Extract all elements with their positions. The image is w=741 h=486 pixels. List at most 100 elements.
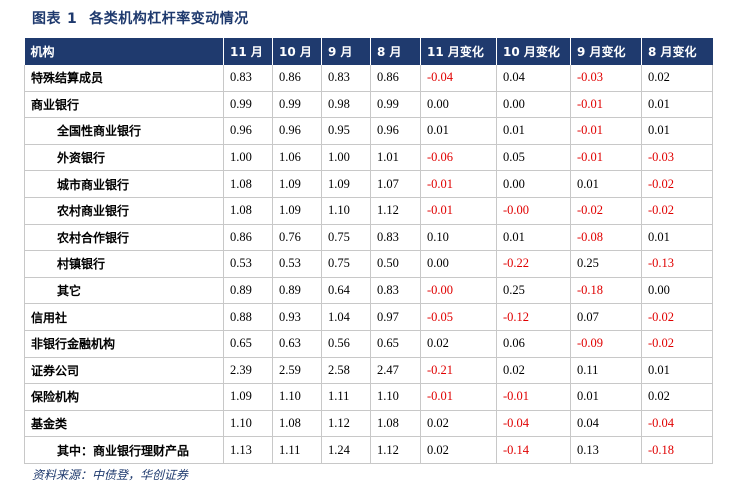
leverage-value: 1.10: [272, 383, 322, 411]
table-row: 农村商业银行 1.08 1.09 1.10 1.12 -0.01 -0.00 -0.02 -0.…: [24, 197, 713, 225]
table-row: 外资银行 1.00 1.06 1.00 1.01 -0.06 0.05 -0.01 -0.03: [24, 144, 713, 172]
column-header-institution: 机构: [24, 38, 224, 65]
institution-name: 非银行金融机构: [24, 330, 224, 358]
change-value: 0.01: [496, 117, 571, 145]
figure-title: 图表 1 各类机构杠杆率变动情况: [32, 8, 249, 28]
change-value: -0.04: [420, 65, 497, 92]
leverage-value: 0.56: [321, 330, 371, 358]
change-value: 0.00: [496, 170, 571, 198]
column-header: 8 月: [370, 38, 421, 65]
change-value: -0.18: [570, 277, 642, 305]
change-value: -0.02: [641, 197, 713, 225]
change-value: 0.02: [496, 357, 571, 385]
change-value: -0.18: [641, 436, 713, 464]
change-value: 0.05: [496, 144, 571, 172]
leverage-value: 0.65: [370, 330, 421, 358]
leverage-value: 1.00: [223, 144, 273, 172]
change-value: 0.00: [420, 91, 497, 119]
change-value: -0.01: [496, 383, 571, 411]
leverage-value: 0.53: [272, 250, 322, 278]
leverage-value: 0.93: [272, 303, 322, 331]
leverage-value: 1.09: [321, 170, 371, 198]
figure-title-text: 各类机构杠杆率变动情况: [89, 11, 249, 27]
leverage-value: 0.99: [223, 91, 273, 119]
leverage-value: 1.13: [223, 436, 273, 464]
institution-name: 基金类: [24, 410, 224, 438]
leverage-value: 1.10: [370, 383, 421, 411]
institution-name: 城市商业银行: [24, 170, 224, 198]
leverage-value: 0.89: [223, 277, 273, 305]
change-value: 0.04: [496, 65, 571, 92]
leverage-value: 1.06: [272, 144, 322, 172]
change-value: -0.02: [641, 330, 713, 358]
leverage-value: 1.04: [321, 303, 371, 331]
column-header: 9 月: [321, 38, 371, 65]
change-value: -0.12: [496, 303, 571, 331]
change-value: 0.02: [420, 436, 497, 464]
change-value: 0.06: [496, 330, 571, 358]
change-value: -0.13: [641, 250, 713, 278]
change-value: 0.00: [641, 277, 713, 305]
change-value: -0.05: [420, 303, 497, 331]
institution-name: 农村商业银行: [24, 197, 224, 225]
leverage-value: 1.10: [223, 410, 273, 438]
figure-number: 1: [67, 11, 78, 27]
change-value: 0.01: [420, 117, 497, 145]
institution-name: 全国性商业银行: [24, 117, 224, 145]
change-value: -0.22: [496, 250, 571, 278]
change-value: 0.01: [496, 224, 571, 252]
institution-name: 信用社: [24, 303, 224, 331]
change-value: -0.01: [570, 117, 642, 145]
leverage-value: 1.11: [321, 383, 371, 411]
leverage-value: 1.01: [370, 144, 421, 172]
leverage-value: 0.86: [272, 65, 322, 92]
institution-name: 证券公司: [24, 357, 224, 385]
table-row: 商业银行 0.99 0.99 0.98 0.99 0.00 0.00 -0.01 0.01: [24, 91, 713, 119]
leverage-value: 1.09: [223, 383, 273, 411]
change-value: 0.02: [420, 410, 497, 438]
change-value: -0.04: [496, 410, 571, 438]
table-body: 特殊结算成员 0.83 0.86 0.83 0.86 -0.04 0.04 -0.03 0.02…: [24, 65, 713, 464]
leverage-value: 1.09: [272, 170, 322, 198]
column-header: 11 月: [223, 38, 273, 65]
table-row: 信用社 0.88 0.93 1.04 0.97 -0.05 -0.12 0.07 -0.02: [24, 303, 713, 331]
change-value: -0.08: [570, 224, 642, 252]
leverage-value: 0.83: [370, 224, 421, 252]
change-value: -0.03: [570, 65, 642, 92]
change-value: 0.07: [570, 303, 642, 331]
leverage-value: 0.86: [370, 65, 421, 92]
table-row: 全国性商业银行 0.96 0.96 0.95 0.96 0.01 0.01 -0.01 0.01: [24, 117, 713, 145]
institution-name: 其中：商业银行理财产品: [24, 436, 224, 464]
leverage-value: 1.09: [272, 197, 322, 225]
leverage-value: 1.11: [272, 436, 322, 464]
leverage-value: 2.39: [223, 357, 273, 385]
change-value: -0.02: [641, 170, 713, 198]
leverage-value: 1.12: [370, 436, 421, 464]
leverage-value: 0.83: [370, 277, 421, 305]
change-value: -0.06: [420, 144, 497, 172]
column-header: 10 月: [272, 38, 322, 65]
leverage-value: 0.65: [223, 330, 273, 358]
leverage-value: 0.97: [370, 303, 421, 331]
leverage-value: 0.63: [272, 330, 322, 358]
change-value: 0.13: [570, 436, 642, 464]
leverage-value: 2.59: [272, 357, 322, 385]
table-row: 基金类 1.10 1.08 1.12 1.08 0.02 -0.04 0.04 -0.04: [24, 410, 713, 438]
leverage-value: 0.50: [370, 250, 421, 278]
change-value: -0.02: [641, 303, 713, 331]
leverage-value: 1.08: [223, 170, 273, 198]
change-value: -0.01: [420, 170, 497, 198]
table-row: 保险机构 1.09 1.10 1.11 1.10 -0.01 -0.01 0.01 0.02: [24, 383, 713, 411]
change-value: 0.02: [420, 330, 497, 358]
change-value: 0.01: [641, 224, 713, 252]
change-value: -0.01: [420, 197, 497, 225]
change-value: -0.02: [570, 197, 642, 225]
column-header: 8 月变化: [641, 38, 713, 65]
leverage-value: 0.89: [272, 277, 322, 305]
column-header: 9 月变化: [570, 38, 642, 65]
institution-name: 特殊结算成员: [24, 65, 224, 92]
column-header: 11 月变化: [420, 38, 497, 65]
leverage-value: 0.75: [321, 250, 371, 278]
change-value: 0.04: [570, 410, 642, 438]
change-value: -0.01: [570, 144, 642, 172]
